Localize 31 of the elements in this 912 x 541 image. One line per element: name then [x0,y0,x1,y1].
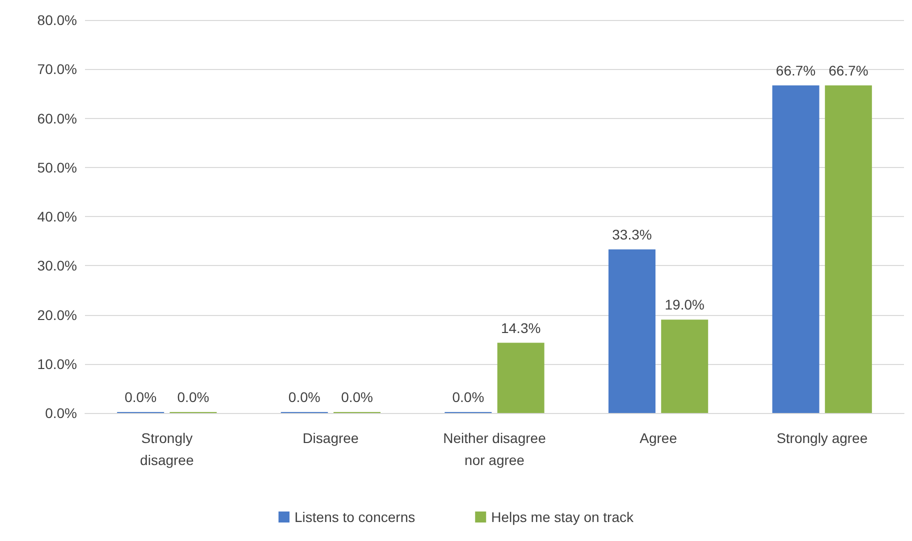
data-label: 14.3% [500,320,541,336]
legend-label: Helps me stay on track [491,509,635,525]
x-tick-label: Neither disagree nor agree [443,430,546,468]
y-tick-label: 20.0% [37,306,77,323]
y-tick-label: 60.0% [37,110,77,126]
data-label: 0.0% [124,389,157,405]
x-tick-label: Disagree [302,430,359,446]
y-tick-label: 50.0% [37,159,77,176]
data-label: 0.0% [177,389,210,405]
data-label: 66.7% [828,62,868,78]
data-label: 66.7% [776,62,816,78]
y-tick-label: 0.0% [45,405,77,421]
y-tick-label: 70.0% [37,61,77,78]
data-label: 33.3% [612,226,652,242]
data-label: 0.0% [288,389,320,405]
y-tick-label: 10.0% [37,356,77,372]
x-tick-label: Strongly disagree [140,430,194,468]
data-label: 0.0% [452,389,484,405]
x-tick-label: Agree [640,430,678,446]
bar [824,85,872,413]
y-tick-label: 30.0% [37,258,77,274]
bar [772,85,820,413]
legend-label: Listens to concerns [294,509,416,525]
data-label: 19.0% [664,296,704,313]
y-tick-label: 80.0% [37,12,77,28]
bar [608,249,656,413]
bar [497,342,544,413]
bar [661,320,708,413]
y-tick-label: 40.0% [37,208,77,224]
x-tick-label: Strongly agree [776,430,868,446]
data-label: 0.0% [341,389,373,405]
